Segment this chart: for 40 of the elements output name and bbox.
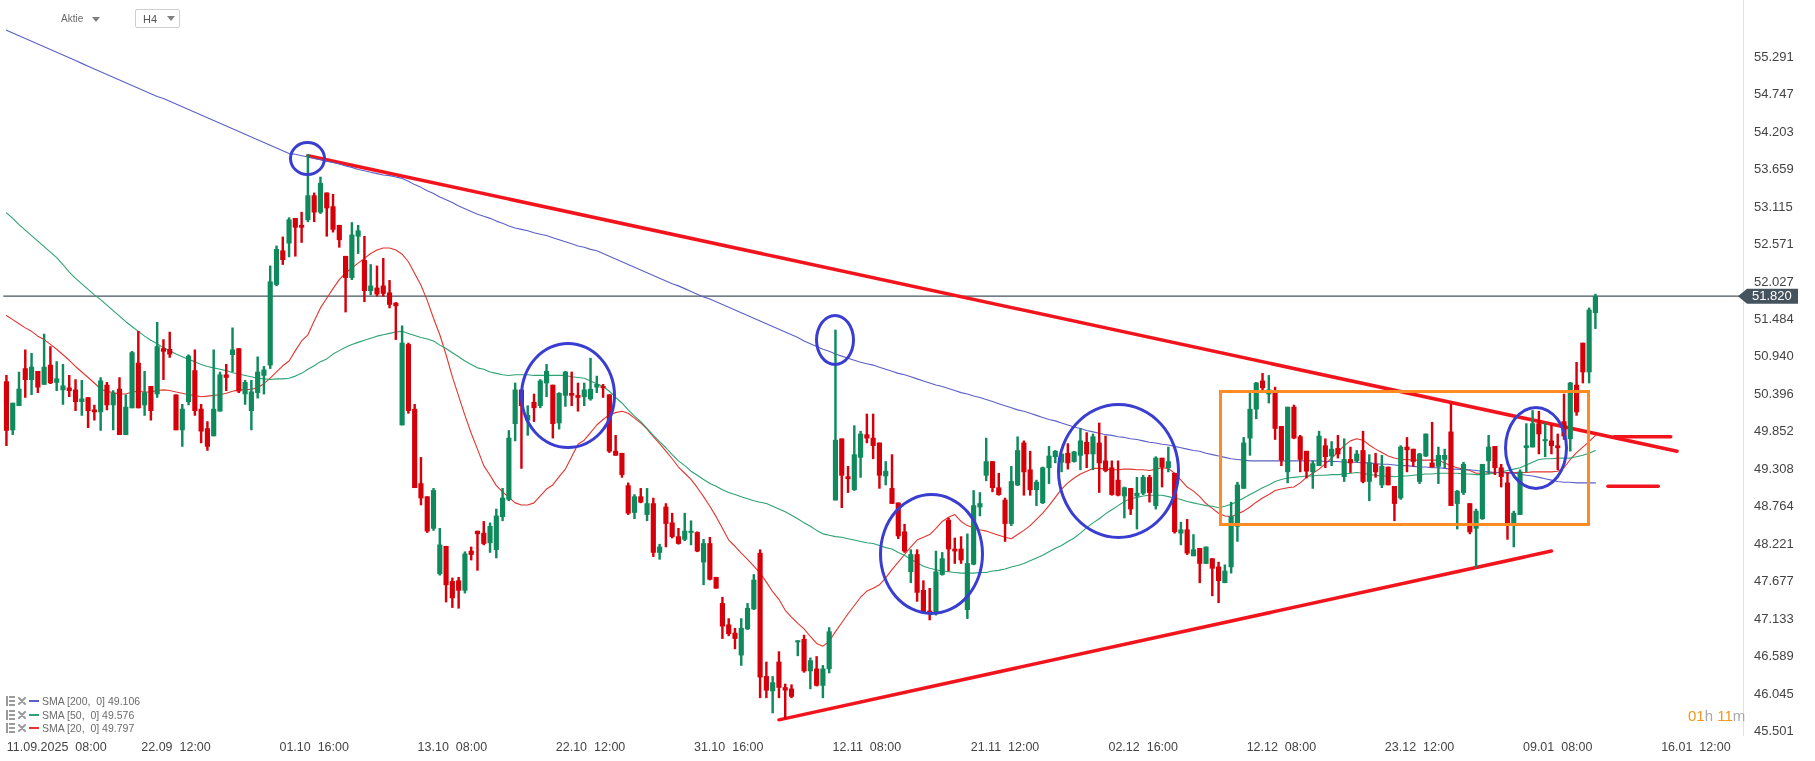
x-tick-label: 23.12 12:00 xyxy=(1384,739,1455,754)
annotation: Aktie xyxy=(61,13,84,25)
y-tick-label: 55.291 xyxy=(1754,48,1794,64)
y-tick-label: 54.203 xyxy=(1754,123,1794,139)
y-tick-label: 50.940 xyxy=(1754,348,1794,364)
y-tick-label: 49.852 xyxy=(1754,423,1794,439)
x-tick-label: 02.12 16:00 xyxy=(1108,739,1179,754)
y-tick-label: 49.308 xyxy=(1754,460,1794,476)
y-tick-label: 47.677 xyxy=(1754,573,1794,589)
x-tick-label: 21.11 12:00 xyxy=(970,739,1040,754)
annotation: 01h 11m xyxy=(1688,707,1746,724)
legend-label: SMA [200, 0] 49.106 xyxy=(42,695,141,708)
y-tick-label: 54.747 xyxy=(1754,86,1794,102)
y-tick-label: 52.027 xyxy=(1754,273,1794,289)
x-tick-label: 01.10 16:00 xyxy=(279,739,349,754)
legend-label: SMA [20, 0] 49.797 xyxy=(42,722,135,735)
x-tick-label: 13.10 08:00 xyxy=(417,739,488,754)
y-tick-label: 53.659 xyxy=(1754,161,1794,177)
x-tick-label: 22.10 12:00 xyxy=(555,739,626,754)
y-tick-label: 48.221 xyxy=(1754,535,1794,551)
legend-label: SMA [50, 0] 49.576 xyxy=(42,708,135,721)
y-tick-label: 45.501 xyxy=(1754,723,1794,739)
x-tick-label: 31.10 16:00 xyxy=(693,739,764,754)
annotation: H4 xyxy=(143,13,158,25)
x-tick-label: 12.12 08:00 xyxy=(1246,739,1317,754)
y-tick-label: 47.133 xyxy=(1754,610,1794,626)
ref-line-label: 51.820 xyxy=(1752,288,1792,304)
y-tick-label: 53.115 xyxy=(1754,198,1793,214)
y-tick-label: 51.484 xyxy=(1754,310,1794,326)
y-tick-label: 48.764 xyxy=(1754,498,1794,514)
y-tick-label: 46.045 xyxy=(1754,685,1794,701)
y-tick-label: 46.589 xyxy=(1754,648,1794,664)
x-tick-label: 11.09.2025 08:00 xyxy=(6,739,107,754)
x-tick-label: 12.11 08:00 xyxy=(832,739,902,754)
y-tick-label: 52.571 xyxy=(1754,236,1794,252)
x-tick-label: 16.01 12:00 xyxy=(1661,739,1731,754)
dropdown-field: H4 xyxy=(135,9,180,28)
x-tick-label: 09.01 08:00 xyxy=(1522,739,1593,754)
x-tick-label: 22.09 12:00 xyxy=(141,739,211,754)
y-tick-label: 50.396 xyxy=(1754,385,1794,401)
